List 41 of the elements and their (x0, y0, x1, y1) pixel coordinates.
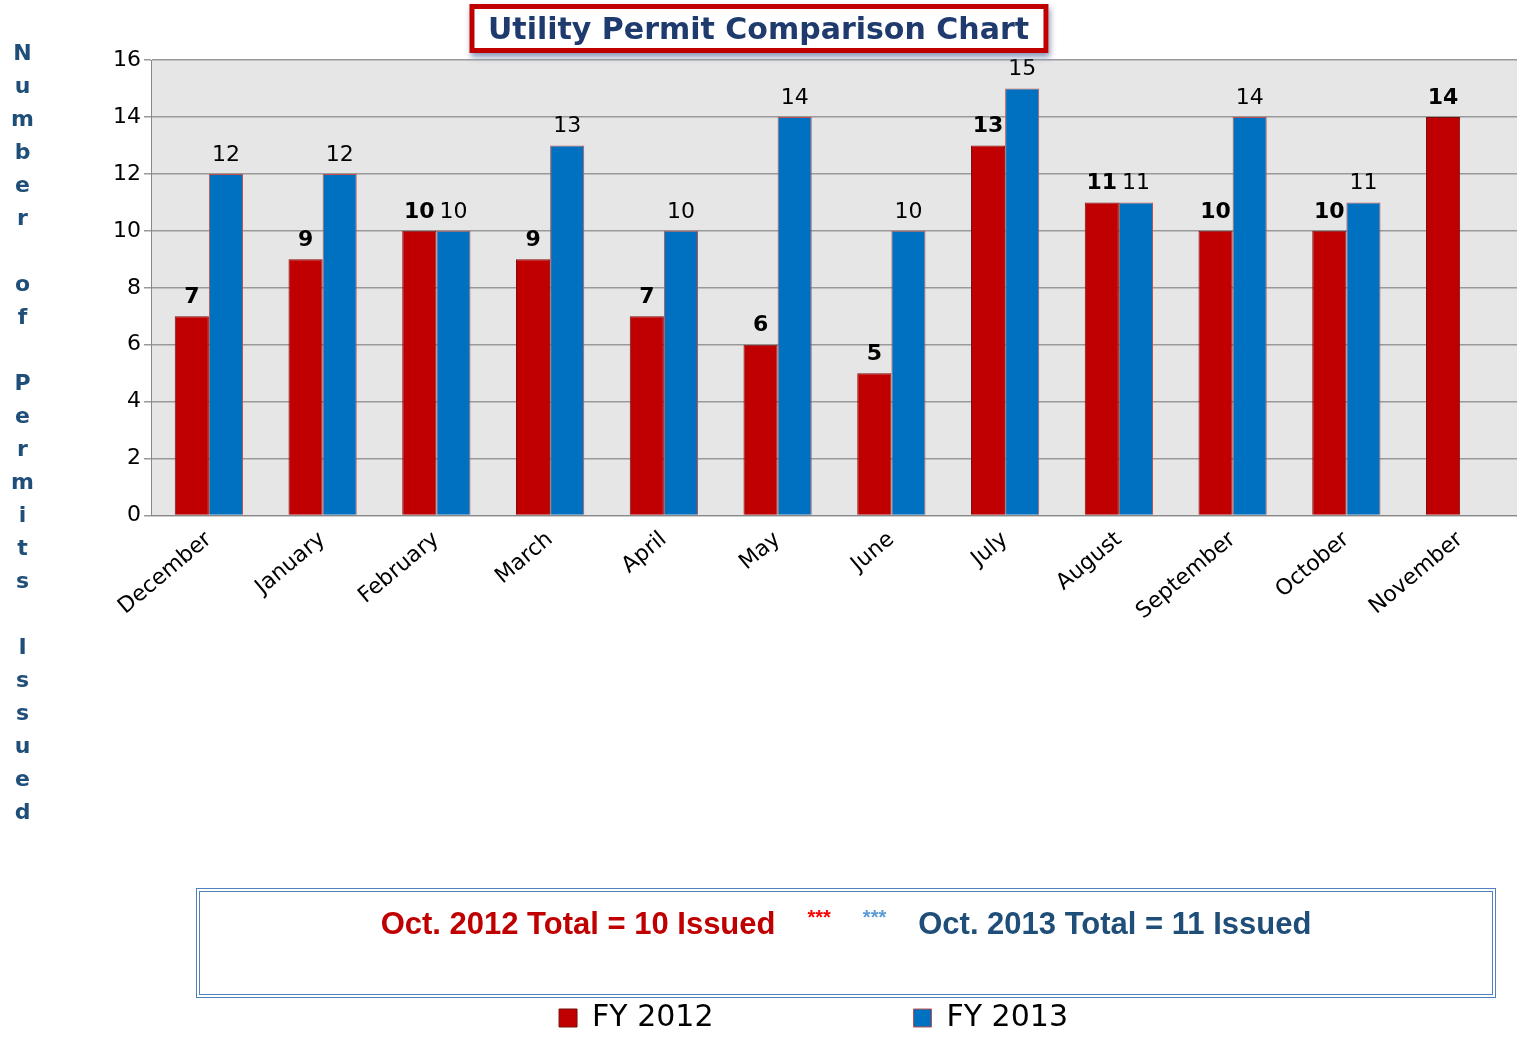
y-tick-label: 10 (112, 216, 141, 242)
y-tick-label: 4 (126, 387, 141, 413)
y-tick-label: 2 (126, 444, 141, 470)
chart-title: Utility Permit Comparison Chart (468, 4, 1049, 53)
data-label: 6 (752, 311, 769, 337)
data-label: 5 (866, 339, 882, 365)
data-label: 7 (639, 283, 655, 308)
data-label: 10 (439, 197, 468, 223)
data-label: 13 (972, 112, 1004, 138)
data-label: 9 (297, 226, 314, 252)
legend-label: FY 2013 (946, 997, 1068, 1033)
data-label: 14 (1427, 83, 1459, 109)
data-label: 13 (553, 112, 582, 138)
data-label: 14 (1235, 83, 1264, 109)
text: Oct. 2013 Total = 11 Issued (918, 906, 1312, 941)
text: *** (862, 906, 887, 928)
y-tick-label: 12 (112, 159, 141, 185)
data-label: 15 (1008, 55, 1037, 81)
data-label: 11 (1086, 169, 1118, 195)
data-label: 10 (1200, 197, 1231, 223)
legend-label: FY 2012 (592, 997, 714, 1033)
y-axis-title: Number of Permits Issued (10, 40, 35, 834)
text: Oct. 2012 Total = 10 Issued (380, 906, 776, 941)
y-tick-label: 14 (112, 102, 141, 128)
y-tick-label: 8 (126, 273, 141, 299)
text: *** (807, 906, 831, 928)
data-label: 7 (184, 283, 200, 308)
data-label: 12 (325, 140, 354, 166)
data-label: 10 (1314, 197, 1345, 223)
data-label: 10 (666, 197, 695, 223)
data-label: 11 (1121, 169, 1150, 195)
data-label: 10 (894, 197, 923, 223)
data-label: 11 (1349, 169, 1378, 195)
y-tick-label: 0 (126, 501, 141, 527)
y-tick-label: 16 (112, 45, 141, 71)
x-tick-label: May (733, 525, 785, 575)
data-label: 9 (525, 226, 541, 252)
data-label: 12 (211, 140, 240, 166)
y-tick-label: 6 (126, 330, 141, 356)
data-label: 10 (404, 197, 435, 223)
data-label: 14 (780, 83, 809, 109)
